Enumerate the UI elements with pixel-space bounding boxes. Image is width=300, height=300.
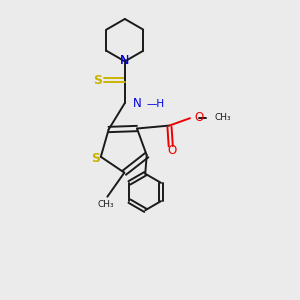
Text: N: N: [133, 97, 142, 110]
Text: CH₃: CH₃: [98, 200, 114, 209]
Text: S: S: [93, 74, 102, 86]
Text: N: N: [120, 53, 130, 67]
Text: —H: —H: [146, 99, 164, 109]
Text: CH₃: CH₃: [214, 113, 231, 122]
Text: O: O: [167, 144, 176, 157]
Text: O: O: [194, 111, 204, 124]
Text: S: S: [91, 152, 100, 165]
Text: N: N: [120, 53, 130, 67]
